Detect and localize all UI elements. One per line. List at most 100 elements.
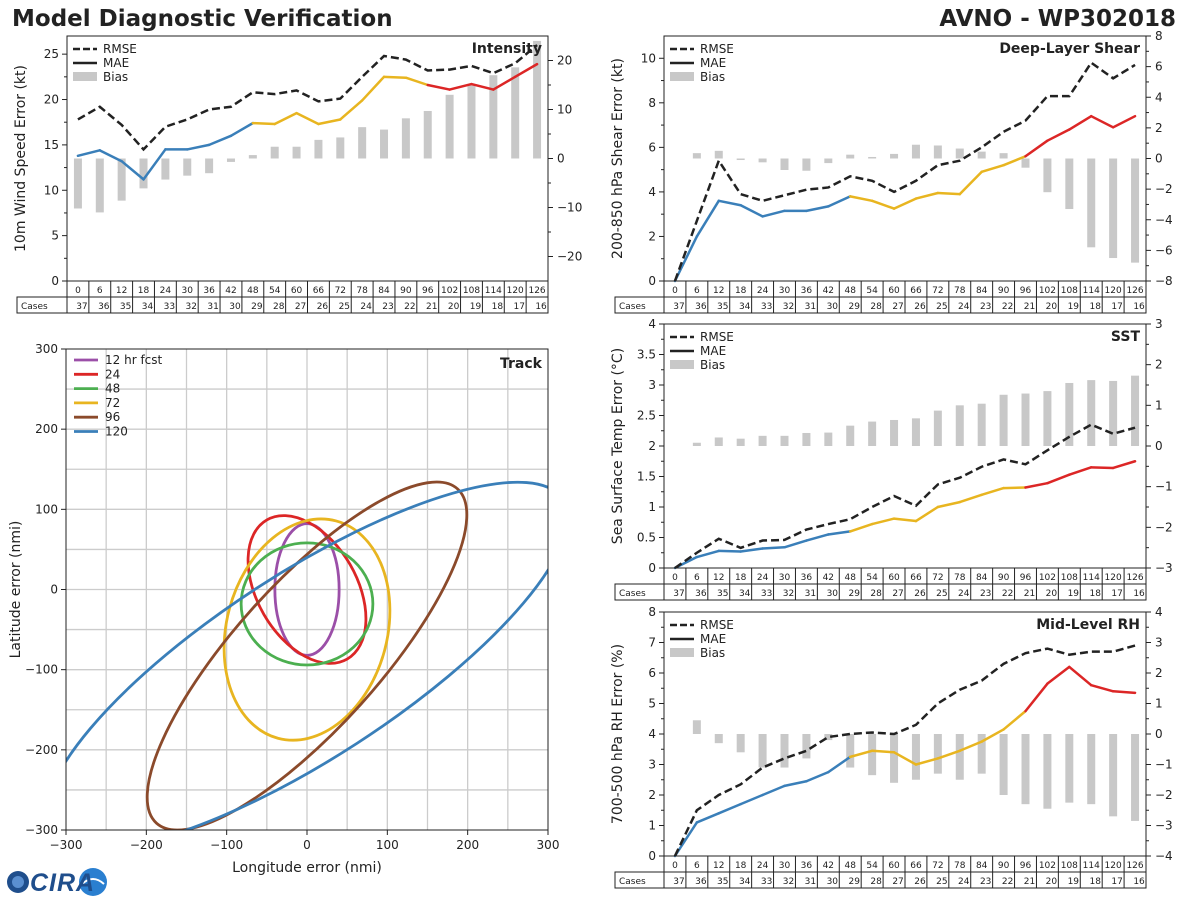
track-xtick-label: 0 [303, 838, 311, 852]
shear-mae-segment [936, 191, 962, 196]
sst-bias-bar [736, 438, 745, 446]
intensity-bias-bar [73, 158, 82, 209]
sst-mae-segment [1068, 466, 1093, 476]
sst-mae-segment [958, 493, 983, 504]
shear-bias-bar [714, 150, 723, 159]
shear-cases-value: 36 [695, 302, 707, 312]
track-xtick-label: −200 [130, 838, 163, 852]
rh-y2tick-label: 2 [1155, 666, 1163, 680]
intensity-bias-bar [95, 158, 104, 213]
intensity-legend-mae: MAE [103, 56, 129, 70]
sst-cases-value: 29 [849, 589, 861, 599]
intensity-lead-label: 12 [116, 286, 127, 296]
sst-mae-segment [936, 500, 962, 509]
shear-lead-label: 12 [713, 286, 724, 296]
rh-ytick-label: 8 [648, 605, 656, 619]
rh-cases-value: 35 [717, 877, 728, 887]
sst-cases-value: 37 [673, 589, 684, 599]
sst-cases-value: 31 [805, 589, 816, 599]
shear-mae-segment [1046, 128, 1071, 142]
rh-bias-bar [1065, 734, 1074, 803]
sst-cases-value: 36 [695, 589, 707, 599]
intensity-mae-segment [448, 82, 473, 91]
rh-mae-segment [914, 757, 940, 766]
shear-cases-value: 21 [1024, 302, 1035, 312]
rh-cases-value: 23 [980, 877, 991, 887]
rh-mae-segment [848, 749, 874, 759]
intensity-cases-value: 22 [404, 302, 415, 312]
shear-y2tick-label: 6 [1155, 60, 1163, 74]
track-xtick-label: −100 [210, 838, 243, 852]
sst-lead-label: 90 [998, 573, 1010, 583]
intensity-mae-segment [76, 149, 102, 158]
intensity-cases-value: 32 [186, 302, 197, 312]
sst-y2tick-label: −1 [1155, 480, 1173, 494]
shear-bias-bar [824, 158, 833, 164]
sst-mae-segment [1046, 473, 1071, 485]
intensity-lead-label: 72 [335, 286, 346, 296]
shear-ytick-label: 6 [648, 140, 656, 154]
intensity-ytick-label: 20 [44, 93, 59, 107]
intensity-rmse-line [77, 44, 538, 152]
shear-cases-value: 24 [958, 302, 970, 312]
shear-bias-bar [1131, 158, 1140, 263]
shear-mae-segment [1068, 114, 1093, 131]
sst-mae-segment [783, 539, 808, 549]
intensity-ytick-label: 25 [44, 47, 59, 61]
sst-lead-label: 42 [823, 573, 834, 583]
rh-bias-bar [824, 734, 833, 741]
track-xtick-label: 100 [376, 838, 399, 852]
intensity-bias-bar [270, 146, 279, 159]
shear-axes-frame [663, 35, 1147, 282]
intensity-ytick-label: 5 [51, 229, 59, 243]
shear-lead-label: 108 [1061, 286, 1078, 296]
shear-bias-bar [1087, 158, 1096, 248]
track-legend-label: 24 [105, 367, 120, 381]
track-xtick-label: −300 [50, 838, 83, 852]
intensity-bias-bar [205, 158, 214, 174]
sst-bias-bar [955, 405, 964, 446]
intensity-lead-label: 126 [528, 286, 545, 296]
intensity-bias-bar [423, 110, 432, 159]
track-ytick-label: −100 [25, 663, 58, 677]
rh-cases-value: 29 [849, 877, 861, 887]
sst-bias-bar [868, 421, 877, 446]
track-ellipse-12 [273, 522, 341, 657]
sst-ytick-label: 0.5 [637, 531, 656, 545]
rh-rmse-line [673, 644, 1136, 857]
rh-y2tick-label: −4 [1155, 849, 1173, 863]
sst-lead-label: 36 [801, 573, 813, 583]
rh-axes-frame [663, 611, 1147, 857]
rh-mae-segment [1111, 690, 1137, 695]
shear-lead-label: 0 [672, 286, 678, 296]
rh-mae-segment [827, 755, 852, 774]
intensity-lead-label: 36 [203, 286, 215, 296]
sst-bias-bar [846, 425, 855, 446]
shear-mae-segment [739, 204, 764, 218]
rh-bias-bar [802, 734, 811, 759]
track-ellipse-48 [239, 541, 375, 667]
sst-ytick-label: 1.5 [637, 470, 656, 484]
rh-lead-label: 54 [866, 861, 878, 871]
intensity-mae-segment [207, 134, 233, 147]
intensity-cases-value: 19 [470, 302, 482, 312]
rh-bias-bar [933, 734, 942, 774]
intensity-lead-label: 60 [291, 286, 303, 296]
rh-bias-bar [714, 734, 723, 744]
intensity-y2tick-label: 10 [557, 103, 572, 117]
sst-mae-segment [1089, 466, 1115, 470]
intensity-mae-segment [360, 75, 386, 102]
rh-mae-segment [783, 780, 808, 788]
shear-mae-segment [761, 209, 786, 218]
intensity-axes-frame [66, 35, 549, 282]
track-ytick-label: −300 [25, 823, 58, 837]
shear-ytick-label: 8 [648, 96, 656, 110]
rh-lead-label: 66 [910, 861, 922, 871]
sst-cases-label: Cases [619, 589, 646, 599]
rh-cases-value: 33 [761, 877, 772, 887]
shear-lead-label: 120 [1105, 286, 1122, 296]
intensity-cases-value: 16 [535, 302, 547, 312]
intensity-y2tick-label: 20 [557, 54, 572, 68]
shear-bias-bar [1021, 158, 1030, 168]
sst-bias-bar [758, 435, 767, 446]
